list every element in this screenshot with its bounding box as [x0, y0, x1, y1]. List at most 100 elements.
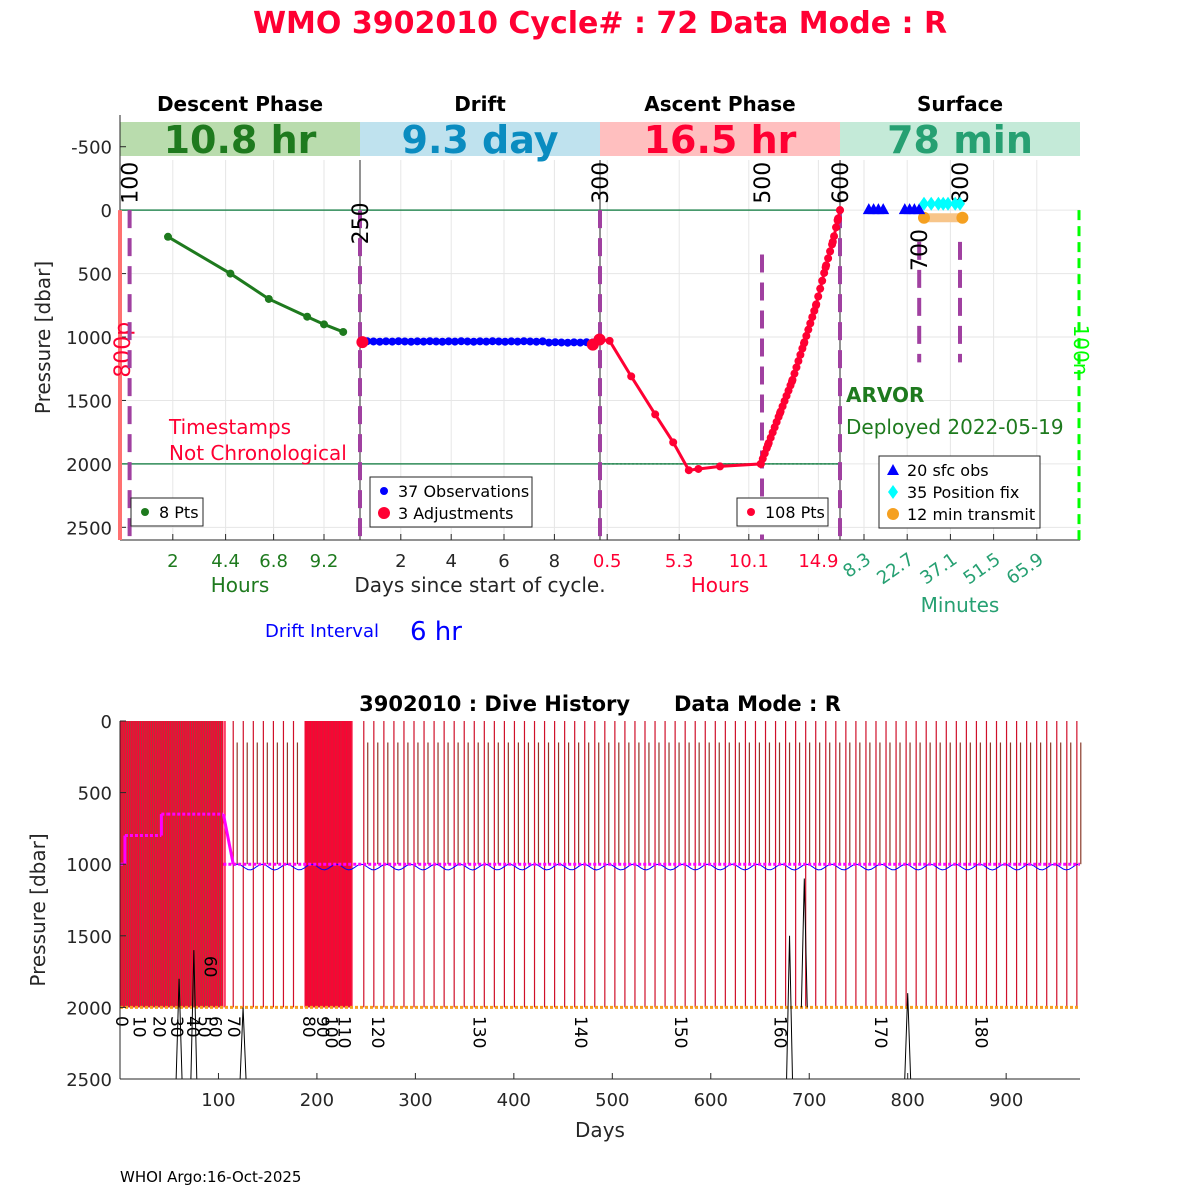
position-trace [175, 978, 183, 1080]
x-tick-label: 6.8 [259, 551, 288, 572]
x-tick-label: 700 [792, 1090, 826, 1111]
drift-point [570, 338, 578, 347]
legend-label: 3 Adjustments [398, 504, 513, 523]
drift-point [419, 337, 428, 346]
phase-duration-band [120, 122, 360, 156]
surface-obs-point [877, 203, 890, 215]
ascent-point [669, 438, 678, 447]
legend-marker [378, 507, 390, 519]
ascent-point [798, 344, 807, 353]
drift-point [501, 337, 510, 346]
drift-point [457, 337, 466, 346]
drift-point [519, 337, 528, 346]
ascent-point [814, 292, 823, 301]
drift-point [438, 337, 447, 346]
legend-marker [380, 487, 388, 495]
cycle-number-label: 0 [111, 1016, 131, 1027]
drift-point [513, 337, 522, 346]
ascent-point [651, 410, 660, 419]
drift-point [425, 337, 434, 346]
x-tick-label: 5.3 [665, 551, 694, 572]
descent-point [303, 312, 312, 321]
dive-history-plot [120, 721, 1082, 1080]
drift-point [432, 337, 441, 346]
drift-point [444, 337, 453, 346]
drift-point [369, 337, 378, 346]
drift-point [507, 337, 516, 346]
ascent-point [832, 223, 841, 232]
dive-history-title: 3902010 : Dive History Data Mode : R [359, 692, 841, 716]
legend-box [369, 476, 533, 528]
phase-duration-band [840, 122, 1080, 156]
phase-duration: 16.5 hr [644, 118, 797, 162]
annotation-not-chronological: Not Chronological [169, 441, 347, 465]
position-fix-point [943, 196, 953, 211]
drift-point [494, 337, 503, 346]
legend-marker [887, 464, 899, 475]
drift-point [551, 338, 560, 347]
phase-duration: 78 min [887, 118, 1033, 162]
x-tick-label: 4.4 [211, 551, 240, 572]
phase-duration: 10.8 hr [164, 118, 317, 162]
phase-title: Ascent Phase [644, 92, 795, 116]
position-trace [190, 950, 198, 1080]
drift-point [563, 338, 572, 347]
cycle-number-label: 80 [298, 1016, 318, 1038]
legend-marker [747, 508, 755, 516]
footer-credit: WHOI Argo:16-Oct-2025 [120, 1168, 301, 1186]
cycle-number-label: 160 [770, 1016, 790, 1048]
ascent-point [794, 357, 803, 366]
ascent-point [605, 336, 614, 345]
drift-point [463, 337, 472, 346]
x-axis-label: Hours [211, 573, 270, 597]
position-fix-point [926, 196, 937, 211]
drift-point [544, 338, 553, 347]
cycle-number-label: 170 [870, 1016, 890, 1048]
ascent-point [802, 331, 811, 340]
ascent-point [694, 464, 703, 473]
position-trace [800, 878, 808, 1008]
descent-point [164, 232, 172, 241]
drift-point [526, 337, 535, 346]
drift-point [394, 337, 403, 346]
x-tick-label: 8 [549, 551, 560, 572]
side-label-left: 800p [111, 322, 136, 378]
legend-marker [887, 508, 899, 520]
drift-point [532, 337, 541, 346]
phase-title: Drift [454, 92, 506, 116]
x-tick-label: 200 [300, 1090, 334, 1111]
ascent-point [818, 276, 827, 285]
legend-drift: 37 Observations 3 Adjustments [369, 476, 533, 528]
x-tick-label: 10.1 [729, 551, 769, 572]
legend-descent: 8 Pts [130, 497, 204, 527]
descent-point [320, 320, 328, 329]
position-trace [786, 935, 793, 1080]
drift-point [469, 337, 478, 346]
ascent-point [808, 313, 817, 322]
position-fix-point [919, 196, 929, 211]
descent-line [167, 235, 344, 334]
count-marker-label: 500 [751, 162, 776, 204]
legend-label: 20 sfc obs [907, 461, 989, 480]
y-tick-label: -500 [71, 138, 112, 159]
ascent-point [830, 232, 839, 241]
ascent-point [824, 254, 833, 263]
x-tick-label: 400 [497, 1090, 531, 1111]
legend-label: 108 Pts [765, 503, 825, 522]
drift-point [375, 337, 384, 346]
y-tick-label: 1000 [66, 328, 112, 349]
ascent-point [684, 466, 693, 475]
ascent-point [834, 214, 843, 223]
drift-point [388, 337, 397, 346]
phase-title: Descent Phase [157, 92, 323, 116]
drift-interval-label: Drift Interval [265, 621, 379, 642]
cycle-number-label: 110 [333, 1016, 353, 1048]
x-axis-label: Hours [691, 573, 750, 597]
legend-label: 37 Observations [398, 482, 529, 501]
drift-series [356, 333, 606, 351]
y-tick-label: 500 [78, 265, 112, 286]
drift-point [576, 338, 585, 347]
legend-box [878, 455, 1041, 529]
ascent-point [627, 372, 636, 381]
legend-label: 35 Position fix [907, 483, 1019, 502]
